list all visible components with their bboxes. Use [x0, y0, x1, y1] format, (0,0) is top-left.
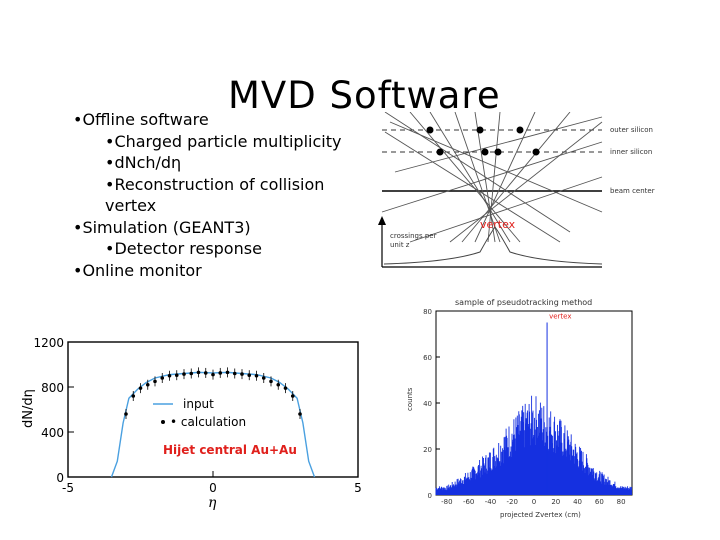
- calc-point: [261, 376, 266, 380]
- pseudotracking-title: sample of pseudotracking method: [455, 298, 592, 307]
- ytick-label: 60: [423, 354, 432, 362]
- ytick-label: 400: [41, 426, 64, 440]
- xtick-label: 80: [617, 498, 626, 506]
- xtick-label: 0: [532, 498, 536, 506]
- pseudotracking-ylabel: counts: [406, 387, 414, 411]
- beam-center-label: beam center: [610, 187, 655, 195]
- ytick-label: 20: [423, 446, 432, 454]
- track-lines: [381, 112, 603, 243]
- calc-point: [138, 386, 143, 390]
- calc-point: [196, 370, 201, 375]
- ytick-label: 1200: [33, 336, 64, 350]
- dndeta-xlabel: η: [208, 495, 217, 511]
- distribution-histogram: [435, 395, 632, 495]
- dndeta-yticks: 0 400 800 1200: [33, 336, 74, 485]
- legend-calc-swatch: [161, 420, 165, 424]
- bullet-simulation: •Simulation (GEANT3): [73, 217, 251, 237]
- calc-point: [240, 372, 244, 376]
- legend-input-label: input: [183, 397, 214, 411]
- calc-point: [232, 371, 237, 376]
- dndeta-annotation: Hijet central Au+Au: [163, 443, 297, 457]
- bullet-detector-response: •Detector response: [105, 239, 262, 258]
- calc-point: [153, 379, 157, 384]
- xtick-label: 40: [573, 498, 582, 506]
- vertex-peak-curve: [383, 226, 603, 265]
- calc-point: [182, 372, 186, 376]
- ytick-label: 800: [41, 381, 64, 395]
- calc-point: [283, 386, 288, 390]
- crossings-label-2: unit z: [390, 241, 410, 249]
- calc-point: [218, 371, 223, 375]
- xtick-label: 5: [354, 481, 362, 495]
- inner-silicon-label: inner silicon: [610, 148, 652, 156]
- calc-point: [290, 394, 295, 398]
- ytick-label: 0: [428, 492, 432, 500]
- dndeta-xticks: -5 0 5: [62, 471, 362, 495]
- calc-point: [167, 373, 172, 378]
- slide-title: MVD Software: [228, 74, 501, 117]
- calc-point: [269, 379, 273, 384]
- vertex-label: vertex: [480, 218, 516, 231]
- ytick-label: 80: [423, 308, 432, 316]
- legend-calc-label: • calculation: [170, 415, 246, 429]
- pseudotracking-chart: sample of pseudotracking method counts p…: [406, 298, 633, 519]
- bullet-multiplicity: •Charged particle multiplicity: [105, 131, 342, 151]
- hit-points: [426, 126, 540, 156]
- bullet-offline: •Offline software: [73, 110, 209, 129]
- calc-point: [160, 376, 165, 380]
- bullet-online-monitor: •Online monitor: [73, 260, 202, 280]
- dndeta-ylabel: dN/dη: [21, 389, 36, 428]
- xtick-label: 60: [595, 498, 604, 506]
- xtick-label: -5: [62, 481, 74, 495]
- calc-point: [254, 373, 259, 378]
- xtick-label: 20: [551, 498, 560, 506]
- xtick-label: 0: [209, 481, 217, 495]
- xtick-label: -20: [507, 498, 518, 506]
- calc-point: [203, 371, 208, 375]
- bullet-reconstruction-cont: vertex: [105, 196, 157, 215]
- calc-point: [189, 371, 194, 376]
- calc-point: [124, 412, 128, 416]
- calc-point: [211, 372, 215, 377]
- arrow-up-icon: [378, 216, 386, 225]
- crossings-label-1: crossings per: [390, 232, 437, 240]
- calc-point: [247, 373, 252, 377]
- calc-point: [145, 382, 150, 387]
- pseudotracking-xlabel: projected Zvertex (cm): [500, 511, 581, 519]
- pseudotracking-series: [435, 322, 632, 495]
- vertex-finding-diagram: outer silicon inner silicon beam center …: [378, 112, 655, 268]
- calc-point: [131, 394, 136, 398]
- dndeta-series: [110, 367, 316, 478]
- bullet-dndeta: •dNch/dη: [105, 153, 182, 172]
- ytick-label: 40: [423, 400, 432, 408]
- xtick-label: -40: [485, 498, 496, 506]
- calc-point: [174, 373, 179, 377]
- xtick-label: -80: [441, 498, 452, 506]
- calc-point: [298, 412, 302, 416]
- ytick-label: 0: [56, 471, 64, 485]
- bullet-reconstruction: •Reconstruction of collision: [105, 174, 325, 194]
- calc-point: [225, 370, 230, 375]
- calc-point: [276, 382, 281, 387]
- pseudotracking-vertex-label: vertex: [549, 313, 571, 321]
- outer-silicon-label: outer silicon: [610, 126, 653, 134]
- bullet-list: •Offline software •Charged particle mult…: [73, 109, 341, 281]
- xtick-label: -60: [463, 498, 474, 506]
